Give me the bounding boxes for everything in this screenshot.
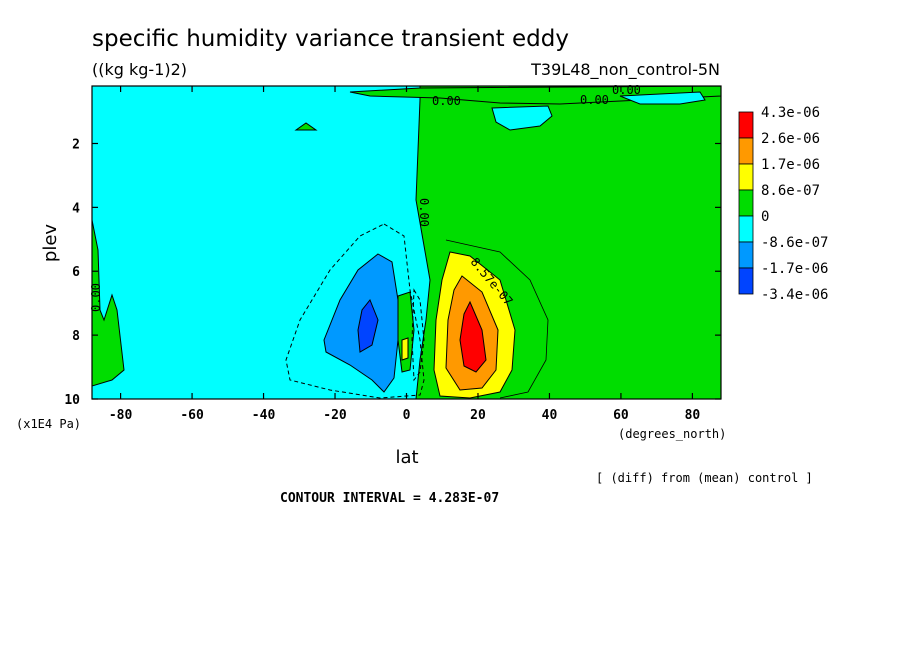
- colorbar-swatch: [738, 267, 754, 295]
- colorbar-swatch: [738, 163, 754, 191]
- fill-sh-small-green: [294, 122, 318, 131]
- colorbar-swatch: [738, 189, 754, 217]
- colorbar-label: -1.7e-06: [761, 261, 828, 277]
- fill-nh-cyan-pocket-2: [619, 91, 706, 105]
- contour-interval: CONTOUR INTERVAL = 4.283E-07: [280, 491, 499, 506]
- colorbar-label: 1.7e-06: [761, 157, 820, 173]
- y-axis-ticks: 2 4 6 8 10: [64, 137, 721, 408]
- fill-nh-cyan-pocket-1: [491, 105, 553, 131]
- fill-positive-red: [459, 300, 487, 373]
- colorbar-label: 8.6e-07: [761, 183, 820, 199]
- colorbar-label: 4.3e-06: [761, 105, 820, 121]
- fill-equator-yellow: [401, 337, 409, 361]
- run-label: T39L48_non_control-5N: [530, 60, 720, 80]
- y-tick-label: 8: [72, 329, 80, 344]
- x-tick-label: 0: [403, 408, 411, 423]
- contour-positive-outer: [445, 239, 549, 399]
- x-tick-label: 60: [613, 408, 629, 423]
- fill-south-edge-green: [92, 219, 125, 387]
- contour-fills: [92, 86, 721, 399]
- chart-title: specific humidity variance transient edd…: [92, 26, 569, 52]
- x-tick-label: -60: [180, 408, 204, 423]
- y-tick-label: 6: [72, 265, 80, 280]
- contour-label-3: 0.00: [612, 83, 641, 97]
- y-tick-label: 2: [72, 137, 80, 152]
- contour-label-1: 0.00: [432, 94, 461, 108]
- colorbar-swatch: [738, 241, 754, 269]
- x-axis-units: (degrees_north): [618, 427, 726, 441]
- contour-negative-outer: [285, 223, 425, 399]
- contour-negative-inner: [411, 288, 425, 382]
- colorbar-label: 2.6e-06: [761, 131, 820, 147]
- chart-units: ((kg kg-1)2): [92, 60, 187, 79]
- x-tick-label: -40: [252, 408, 276, 423]
- contour-label-2: 0.00: [580, 93, 609, 107]
- x-axis-ticks: -80 -60 -40 -20 0 20 40 60 80: [109, 86, 701, 423]
- colorbar-swatch: [738, 111, 754, 139]
- x-tick-label: -20: [323, 408, 347, 423]
- x-tick-label: 40: [542, 408, 558, 423]
- colorbar-label: -8.6e-07: [761, 235, 828, 251]
- y-axis-units: (x1E4 Pa): [16, 417, 81, 431]
- diff-note: [ (diff) from (mean) control ]: [596, 471, 813, 485]
- colorbar-label: -3.4e-06: [761, 287, 828, 303]
- colorbar: 4.3e-06 2.6e-06 1.7e-06 8.6e-07 0 -8.6e-07 -1.…: [738, 105, 828, 303]
- x-axis-label: lat: [395, 447, 418, 468]
- x-tick-label: 20: [470, 408, 486, 423]
- y-tick-label: 4: [72, 201, 80, 216]
- y-tick-label: 10: [64, 393, 80, 408]
- fill-negative-core: [357, 299, 379, 353]
- x-tick-label: -80: [109, 408, 133, 423]
- colorbar-swatch: [738, 215, 754, 243]
- x-tick-label: 80: [685, 408, 701, 423]
- colorbar-swatch: [738, 137, 754, 165]
- colorbar-label: 0: [761, 209, 769, 225]
- contour-label-4: 0.00: [417, 198, 431, 227]
- y-axis-label: plev: [40, 224, 61, 263]
- contour-label-5: 0.00: [89, 283, 103, 312]
